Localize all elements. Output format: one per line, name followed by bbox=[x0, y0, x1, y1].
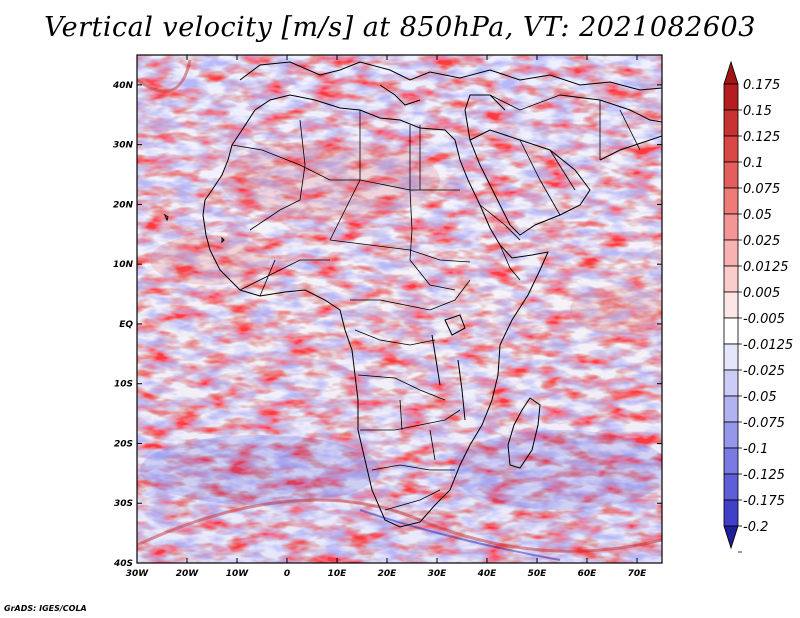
colorbar-swatch bbox=[723, 395, 739, 423]
lon-tick-label: 0 bbox=[284, 569, 290, 579]
lon-tick-label: 40E bbox=[477, 569, 498, 579]
colorbar-swatch bbox=[723, 473, 739, 501]
colorbar-label: 0.0125 bbox=[743, 260, 789, 275]
colorbar-label: 0.005 bbox=[743, 286, 780, 301]
lat-tick-label: 10N bbox=[113, 260, 134, 270]
lon-tick-label: 10W bbox=[226, 569, 250, 579]
colorbar-swatch bbox=[723, 421, 739, 449]
colorbar-label: -0.075 bbox=[743, 416, 785, 431]
colorbar-swatch bbox=[723, 213, 739, 241]
colorbar-label: -0.05 bbox=[743, 390, 777, 405]
lat-tick-label: 30N bbox=[113, 141, 134, 151]
lon-tick-label: 70E bbox=[628, 569, 648, 579]
latitude-axis: 40N 30N 20N 10N EQ 10S 20S 30S 40S bbox=[112, 81, 662, 569]
longitude-axis: 30W 20W 10W 0 10E 20E 30E 40E 50E 60E 70E bbox=[126, 55, 647, 579]
colorbar-top-arrow bbox=[723, 60, 739, 85]
lat-tick-label: 10S bbox=[114, 380, 133, 390]
colorbar-swatch bbox=[723, 239, 739, 267]
lon-tick-label: 20W bbox=[176, 569, 200, 579]
grads-credit: GrADS: IGES/COLA bbox=[4, 604, 87, 613]
colorbar-swatch bbox=[723, 109, 739, 137]
colorbar-label: 0.175 bbox=[743, 78, 780, 93]
colorbar-swatch bbox=[723, 187, 739, 215]
colorbar-swatch bbox=[723, 265, 739, 293]
velocity-field bbox=[137, 55, 662, 563]
map-frame bbox=[136, 54, 663, 564]
lat-tick-label: 40N bbox=[112, 81, 134, 91]
map-title: Vertical velocity [m/s] at 850hPa, VT: 2… bbox=[44, 12, 756, 43]
colorbar-swatch bbox=[723, 83, 739, 111]
lon-tick-label: 20E bbox=[378, 569, 398, 579]
lon-tick-label: 30E bbox=[428, 569, 448, 579]
coastlines bbox=[163, 61, 662, 528]
colorbar-swatch bbox=[723, 291, 739, 319]
colorbar-swatch bbox=[723, 499, 739, 527]
colorbar-swatch bbox=[723, 369, 739, 397]
colorbar-swatch bbox=[723, 317, 739, 345]
colorbar-label: -0.2 bbox=[743, 520, 768, 535]
colorbar-swatch bbox=[723, 447, 739, 475]
lon-tick-label: 10E bbox=[328, 569, 348, 579]
lat-tick-label: 20N bbox=[113, 200, 134, 210]
lon-tick-label: 60E bbox=[578, 569, 598, 579]
country-borders bbox=[231, 94, 641, 511]
lat-tick-label: EQ bbox=[119, 320, 133, 330]
lat-tick-label: 20S bbox=[114, 439, 133, 449]
colorbar-bottom-arrow bbox=[723, 525, 739, 550]
lon-tick-label: 50E bbox=[528, 569, 548, 579]
colorbar: 0.175 0.15 0.125 0.1 0.075 0.05 0.025 0.0125 0.0… bbox=[723, 60, 793, 553]
colorbar-label: -0.1 bbox=[743, 442, 768, 457]
colorbar-label: -0.025 bbox=[743, 364, 785, 379]
lon-tick-label: 30W bbox=[126, 569, 150, 579]
lat-tick-label: 40S bbox=[113, 559, 133, 569]
colorbar-label: -0.125 bbox=[743, 468, 785, 483]
colorbar-label: -0.175 bbox=[743, 494, 785, 509]
colorbar-label: 0.1 bbox=[743, 156, 764, 171]
colorbar-label: 0.05 bbox=[743, 208, 772, 223]
colorbar-label: -0.005 bbox=[743, 312, 785, 327]
colorbar-label: 0.125 bbox=[743, 130, 780, 145]
colorbar-swatch bbox=[723, 343, 739, 371]
lat-tick-label: 30S bbox=[114, 499, 133, 509]
colorbar-label: 0.15 bbox=[743, 104, 772, 119]
colorbar-swatch bbox=[723, 161, 739, 189]
colorbar-label: 0.025 bbox=[743, 234, 780, 249]
colorbar-label: -0.0125 bbox=[743, 338, 793, 353]
colorbar-label: 0.075 bbox=[743, 182, 780, 197]
colorbar-swatch bbox=[723, 135, 739, 163]
